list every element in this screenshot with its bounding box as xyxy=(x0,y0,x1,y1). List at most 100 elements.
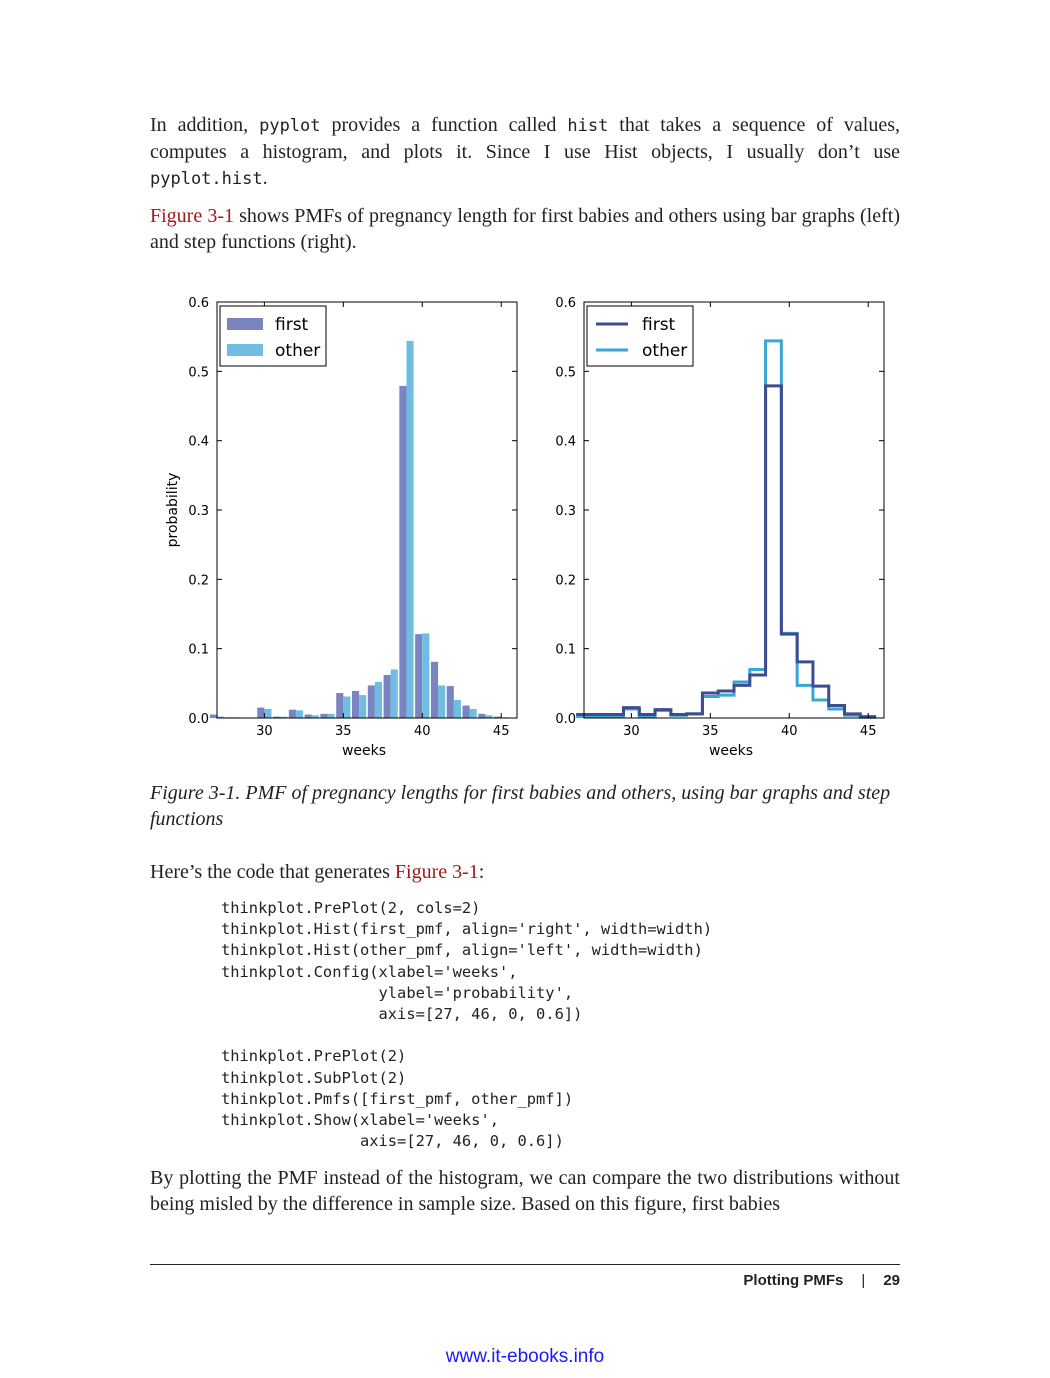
bar-other-32 xyxy=(295,710,304,718)
bar-other-30 xyxy=(264,708,272,718)
bar-other-38 xyxy=(390,669,398,718)
xtick-label: 35 xyxy=(702,724,719,739)
bar-first-43 xyxy=(462,705,470,718)
ytick-label: 0.3 xyxy=(555,504,576,519)
right-legend-box xyxy=(586,305,694,367)
right-legend-label-first: first xyxy=(642,315,676,335)
bar-other-36 xyxy=(359,695,367,718)
bar-first-36 xyxy=(352,690,360,718)
bar-first-40 xyxy=(415,634,423,718)
ytick-label: 0.5 xyxy=(188,365,209,380)
intro-paragraph: In addition, pyplot provides a function … xyxy=(150,112,900,192)
bar-first-31 xyxy=(273,716,281,718)
bar-other-27 xyxy=(217,716,225,718)
step-line-first xyxy=(576,384,877,719)
left-legend-swatch-first xyxy=(227,318,263,330)
bar-other-40 xyxy=(422,633,430,718)
page-number: 29 xyxy=(883,1272,900,1289)
para1-code-pyplot: pyplot xyxy=(259,116,321,136)
bar-first-41 xyxy=(430,661,439,718)
para2-text: shows PMFs of pregnancy length for first… xyxy=(150,205,900,253)
para3-text: Here’s the code that generates xyxy=(150,861,395,883)
ytick-label: 0.6 xyxy=(188,296,209,311)
left-chart-xlabel: weeks xyxy=(342,743,386,759)
bar-first-39 xyxy=(399,385,407,718)
right-chart-marks xyxy=(576,339,877,719)
bar-other-42 xyxy=(453,699,461,718)
left-chart-marks xyxy=(209,340,509,718)
ytick-label: 0.2 xyxy=(555,573,576,588)
figure-link[interactable]: Figure 3-1 xyxy=(150,205,234,227)
xtick-label: 35 xyxy=(335,724,352,739)
xtick-label: 30 xyxy=(623,724,640,739)
xtick-label: 40 xyxy=(414,724,431,739)
left-legend-label-other: other xyxy=(275,341,320,361)
figure-link-2[interactable]: Figure 3-1 xyxy=(394,861,479,883)
para1-code-hist: hist xyxy=(567,116,609,136)
bar-first-32 xyxy=(288,709,296,718)
ytick-label: 0.1 xyxy=(555,643,576,658)
para1-code-pyplot-hist: pyplot.hist xyxy=(150,169,263,189)
bar-other-41 xyxy=(438,685,446,718)
figure-3-1: 0.0 0.1 0.2 0.3 0.4 0.5 0.6 30 35 40 45 weeks prob… xyxy=(165,296,885,759)
right-chart: 0.0 0.1 0.2 0.3 0.4 0.5 0.6 30 35 40 45 weeks firs… xyxy=(555,296,885,759)
ytick-label: 0.6 xyxy=(555,296,576,311)
bar-first-27 xyxy=(209,714,217,718)
para1-text-2: provides a function called xyxy=(320,114,568,136)
footer-separator: | xyxy=(861,1272,866,1289)
bar-other-43 xyxy=(469,708,477,718)
para1-text-1: In addition, xyxy=(150,114,260,136)
code-block: thinkplot.PrePlot(2, cols=2) thinkplot.H… xyxy=(221,899,713,1151)
right-chart-xlabel: weeks xyxy=(709,743,753,759)
page-footer: Plotting PMFs | 29 xyxy=(743,1272,900,1289)
left-chart-legend: first other xyxy=(219,305,327,367)
bar-other-37 xyxy=(374,681,382,718)
ytick-label: 0.3 xyxy=(188,504,209,519)
left-chart-ylabel: probability xyxy=(165,473,181,548)
para3-end: : xyxy=(478,861,485,883)
bar-other-34 xyxy=(327,713,335,718)
left-chart-ticks: 0.0 0.1 0.2 0.3 0.4 0.5 0.6 30 35 40 45 xyxy=(188,296,517,739)
ytick-label: 0.1 xyxy=(188,643,209,658)
code-intro-paragraph: Here’s the code that generates Figure 3-… xyxy=(150,859,900,885)
para1-text-3: that takes a sequence of values, compute… xyxy=(150,114,900,163)
bar-first-45 xyxy=(494,716,502,718)
bar-first-35 xyxy=(336,693,344,718)
left-legend-swatch-other xyxy=(227,344,263,356)
bar-first-34 xyxy=(320,713,328,718)
bar-other-33 xyxy=(311,715,319,718)
step-line-other xyxy=(576,339,877,719)
xtick-label: 45 xyxy=(860,724,877,739)
bar-first-44 xyxy=(478,713,486,718)
ytick-label: 0.4 xyxy=(188,435,209,450)
right-chart-legend: first other xyxy=(586,305,694,367)
left-chart: 0.0 0.1 0.2 0.3 0.4 0.5 0.6 30 35 40 45 weeks prob… xyxy=(165,296,518,759)
bar-first-33 xyxy=(304,714,312,718)
figure-intro-paragraph: Figure 3-1 shows PMFs of pregnancy lengt… xyxy=(150,203,900,255)
bar-first-37 xyxy=(367,685,375,718)
bar-other-39 xyxy=(406,340,414,718)
figure-caption: Figure 3-1. PMF of pregnancy lengths for… xyxy=(150,782,891,830)
ytick-label: 0.5 xyxy=(555,365,576,380)
xtick-label: 30 xyxy=(256,724,273,739)
left-legend-label-first: first xyxy=(275,315,309,335)
xtick-label: 40 xyxy=(781,724,798,739)
watermark-link[interactable]: www.it-ebooks.info xyxy=(445,1346,605,1367)
bar-first-30 xyxy=(257,707,265,718)
ytick-label: 0.2 xyxy=(188,573,209,588)
right-legend-label-other: other xyxy=(642,341,687,361)
closing-paragraph: By plotting the PMF instead of the histo… xyxy=(150,1167,900,1215)
footer-section: Plotting PMFs xyxy=(743,1272,844,1289)
ytick-label: 0.4 xyxy=(555,435,576,450)
bar-other-35 xyxy=(343,696,351,718)
bar-other-31 xyxy=(280,716,288,718)
ytick-label: 0.0 xyxy=(555,712,576,727)
footer-rule xyxy=(150,1264,900,1265)
para1-text-4: . xyxy=(262,167,268,189)
bar-other-44 xyxy=(485,715,493,718)
xtick-label: 45 xyxy=(493,724,510,739)
right-chart-ticks: 0.0 0.1 0.2 0.3 0.4 0.5 0.6 30 35 40 45 xyxy=(555,296,884,739)
ytick-label: 0.0 xyxy=(188,712,209,727)
bar-first-42 xyxy=(446,686,454,718)
bar-first-38 xyxy=(383,675,391,718)
